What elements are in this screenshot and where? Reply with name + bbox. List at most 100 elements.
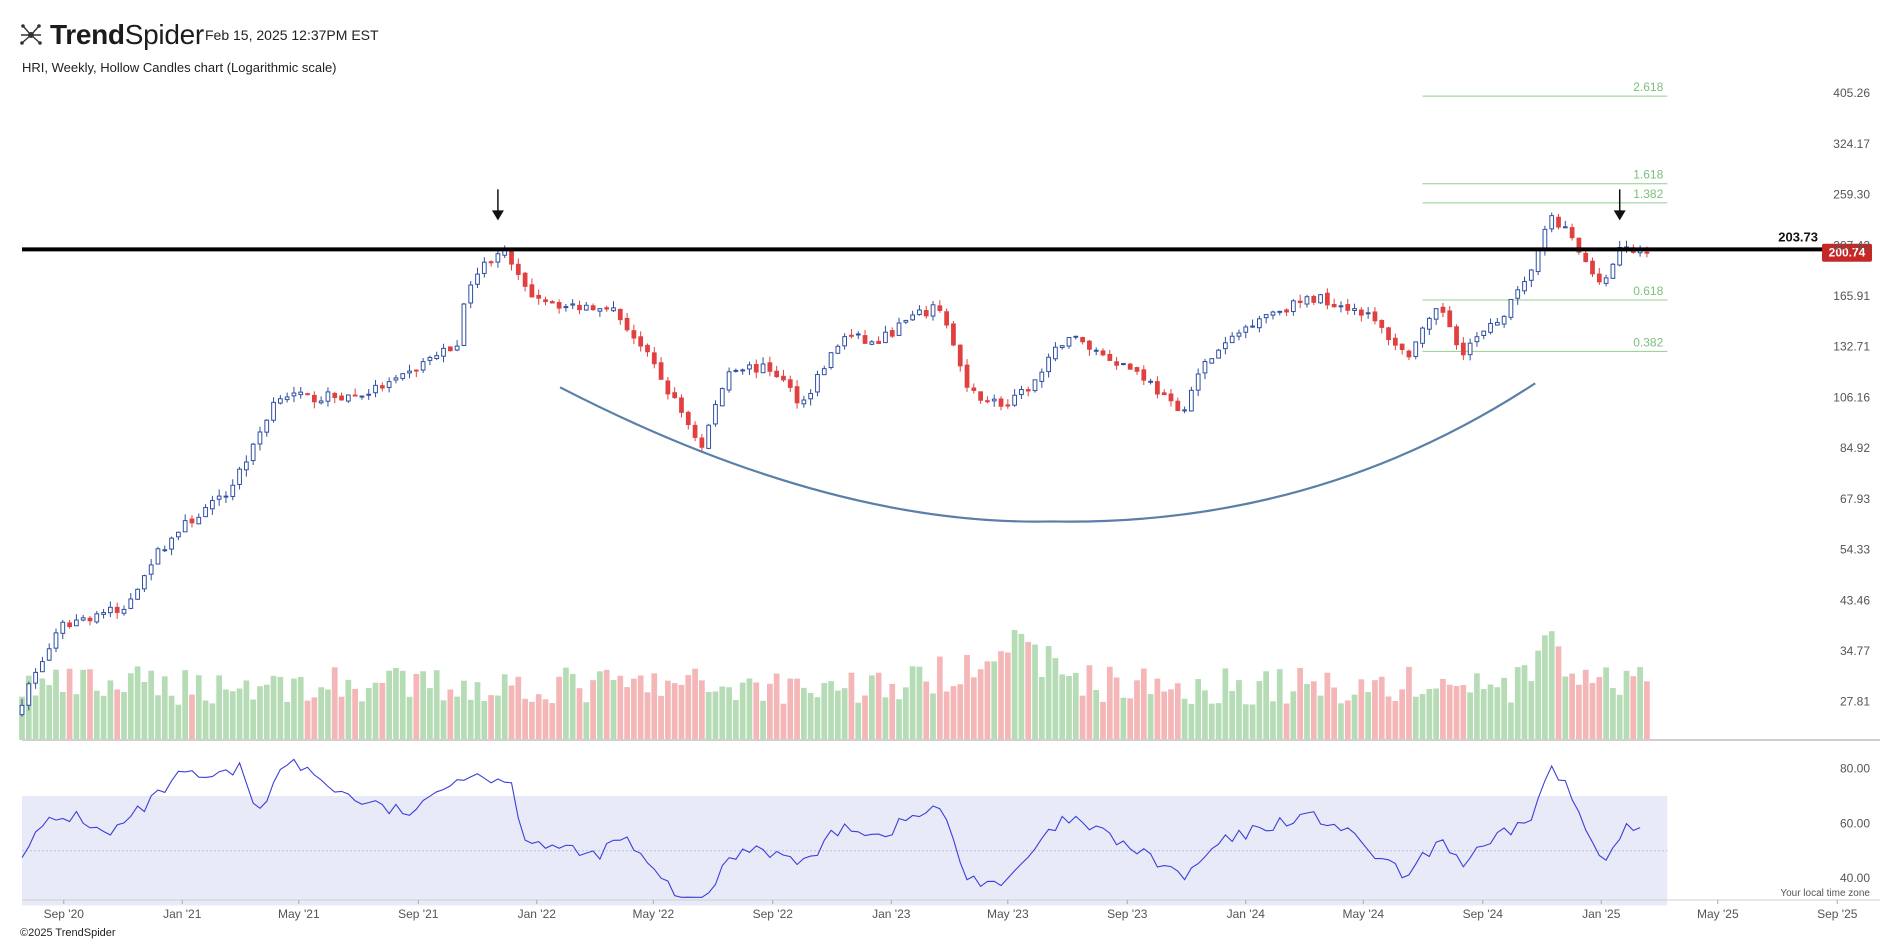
candle-body <box>434 355 440 360</box>
volume-bar <box>1528 681 1535 740</box>
x-tick-label: Jan '22 <box>518 907 557 921</box>
candle-body <box>495 253 501 263</box>
candle-body <box>801 399 807 405</box>
candle-body <box>672 392 678 399</box>
candle-body <box>624 317 630 331</box>
volume-bar <box>304 700 311 740</box>
volume-bar <box>787 678 794 740</box>
volume-bar <box>1202 690 1208 740</box>
volume-bar <box>1106 666 1113 740</box>
candle-body <box>420 361 426 371</box>
volume-bar <box>1433 688 1439 740</box>
volume-bar <box>1440 678 1446 740</box>
volume-bar <box>331 667 338 740</box>
cup-arc-layer <box>559 382 1536 523</box>
candle-body <box>74 619 79 627</box>
candle-body <box>223 495 229 498</box>
brand-logo-block: TrendSpider <box>18 19 204 50</box>
candle-body <box>1148 380 1153 383</box>
candle-body <box>583 304 589 311</box>
candle-body <box>876 340 882 345</box>
candle-body <box>713 404 718 425</box>
candle-body <box>142 575 147 590</box>
candle-body <box>33 671 38 684</box>
volume-bar <box>508 685 515 740</box>
candle-body <box>393 377 399 381</box>
candle-body <box>1202 361 1208 374</box>
candle-body <box>957 344 963 367</box>
candle-body <box>1569 227 1575 239</box>
volume-bar <box>386 670 392 740</box>
volume-bar <box>1032 644 1038 740</box>
volume-bar <box>610 680 617 740</box>
candle-body <box>1250 325 1255 328</box>
resistance-layer: 203.73 200.74 <box>22 189 1872 262</box>
candle-body <box>862 335 868 344</box>
volume-bar <box>957 684 964 740</box>
volume-bar <box>474 682 481 740</box>
candle-body <box>413 369 419 372</box>
volume-bar <box>250 699 257 740</box>
volume-bar <box>216 675 223 740</box>
volume-bar <box>1412 696 1419 740</box>
candle-body <box>964 364 970 388</box>
volume-bar <box>413 673 420 740</box>
volume-bar <box>631 678 637 740</box>
volume-bar <box>1344 700 1351 740</box>
rsi-tick-label: 80.00 <box>1840 762 1870 776</box>
candle-body <box>1297 300 1303 304</box>
volume-bar <box>1338 703 1344 740</box>
volume-bar <box>148 670 155 740</box>
volume-bar <box>1514 667 1521 740</box>
volume-bar <box>1127 698 1134 740</box>
volume-bar <box>1161 691 1168 740</box>
down-arrow-icon <box>1613 210 1626 221</box>
candle-body <box>332 392 338 398</box>
volume-bar <box>868 675 875 740</box>
chart-timestamp: Feb 15, 2025 12:37PM EST <box>205 27 379 43</box>
candle-body <box>461 303 467 346</box>
candle-body <box>1257 318 1262 329</box>
volume-bar <box>984 661 991 740</box>
candlestick-layer <box>19 212 1650 717</box>
candle-body <box>298 391 304 396</box>
candle-body <box>1182 409 1187 412</box>
candle-body <box>604 307 610 310</box>
volume-bar <box>801 687 807 740</box>
candle-body <box>1073 335 1079 338</box>
volume-bar <box>1222 668 1229 740</box>
candle-body <box>1318 294 1323 304</box>
volume-bar <box>1188 703 1195 740</box>
candle-body <box>1263 314 1269 319</box>
candle-body <box>87 617 93 622</box>
volume-bar <box>705 691 712 740</box>
rsi-tick-label: 40.00 <box>1840 871 1870 885</box>
x-tick-label: May '21 <box>278 907 320 921</box>
volume-bar <box>1093 690 1100 740</box>
volume-bar <box>556 676 562 740</box>
volume-bar <box>1086 665 1093 740</box>
volume-bar <box>1446 684 1453 740</box>
candle-body <box>1141 369 1147 381</box>
rsi-background-layer <box>22 796 1668 906</box>
volume-bar <box>1140 668 1147 740</box>
candle-body <box>747 364 752 370</box>
volume-bar <box>739 682 746 740</box>
volume-bar <box>1113 677 1120 740</box>
volume-bar <box>379 682 386 740</box>
volume-bar <box>1494 687 1501 740</box>
candle-body <box>203 507 208 518</box>
candle-body <box>1433 308 1439 320</box>
candle-body <box>1331 303 1337 308</box>
candle-body <box>991 398 997 402</box>
candle-body <box>1590 260 1595 275</box>
volume-bar <box>855 702 862 740</box>
volume-bar <box>1181 698 1188 740</box>
candle-body <box>1189 389 1194 412</box>
volume-bar <box>1406 666 1412 740</box>
volume-bar <box>1569 673 1575 740</box>
y-tick-label: 165.91 <box>1833 289 1870 303</box>
fib-level-label: 1.618 <box>1633 168 1663 182</box>
candle-body <box>699 437 705 448</box>
